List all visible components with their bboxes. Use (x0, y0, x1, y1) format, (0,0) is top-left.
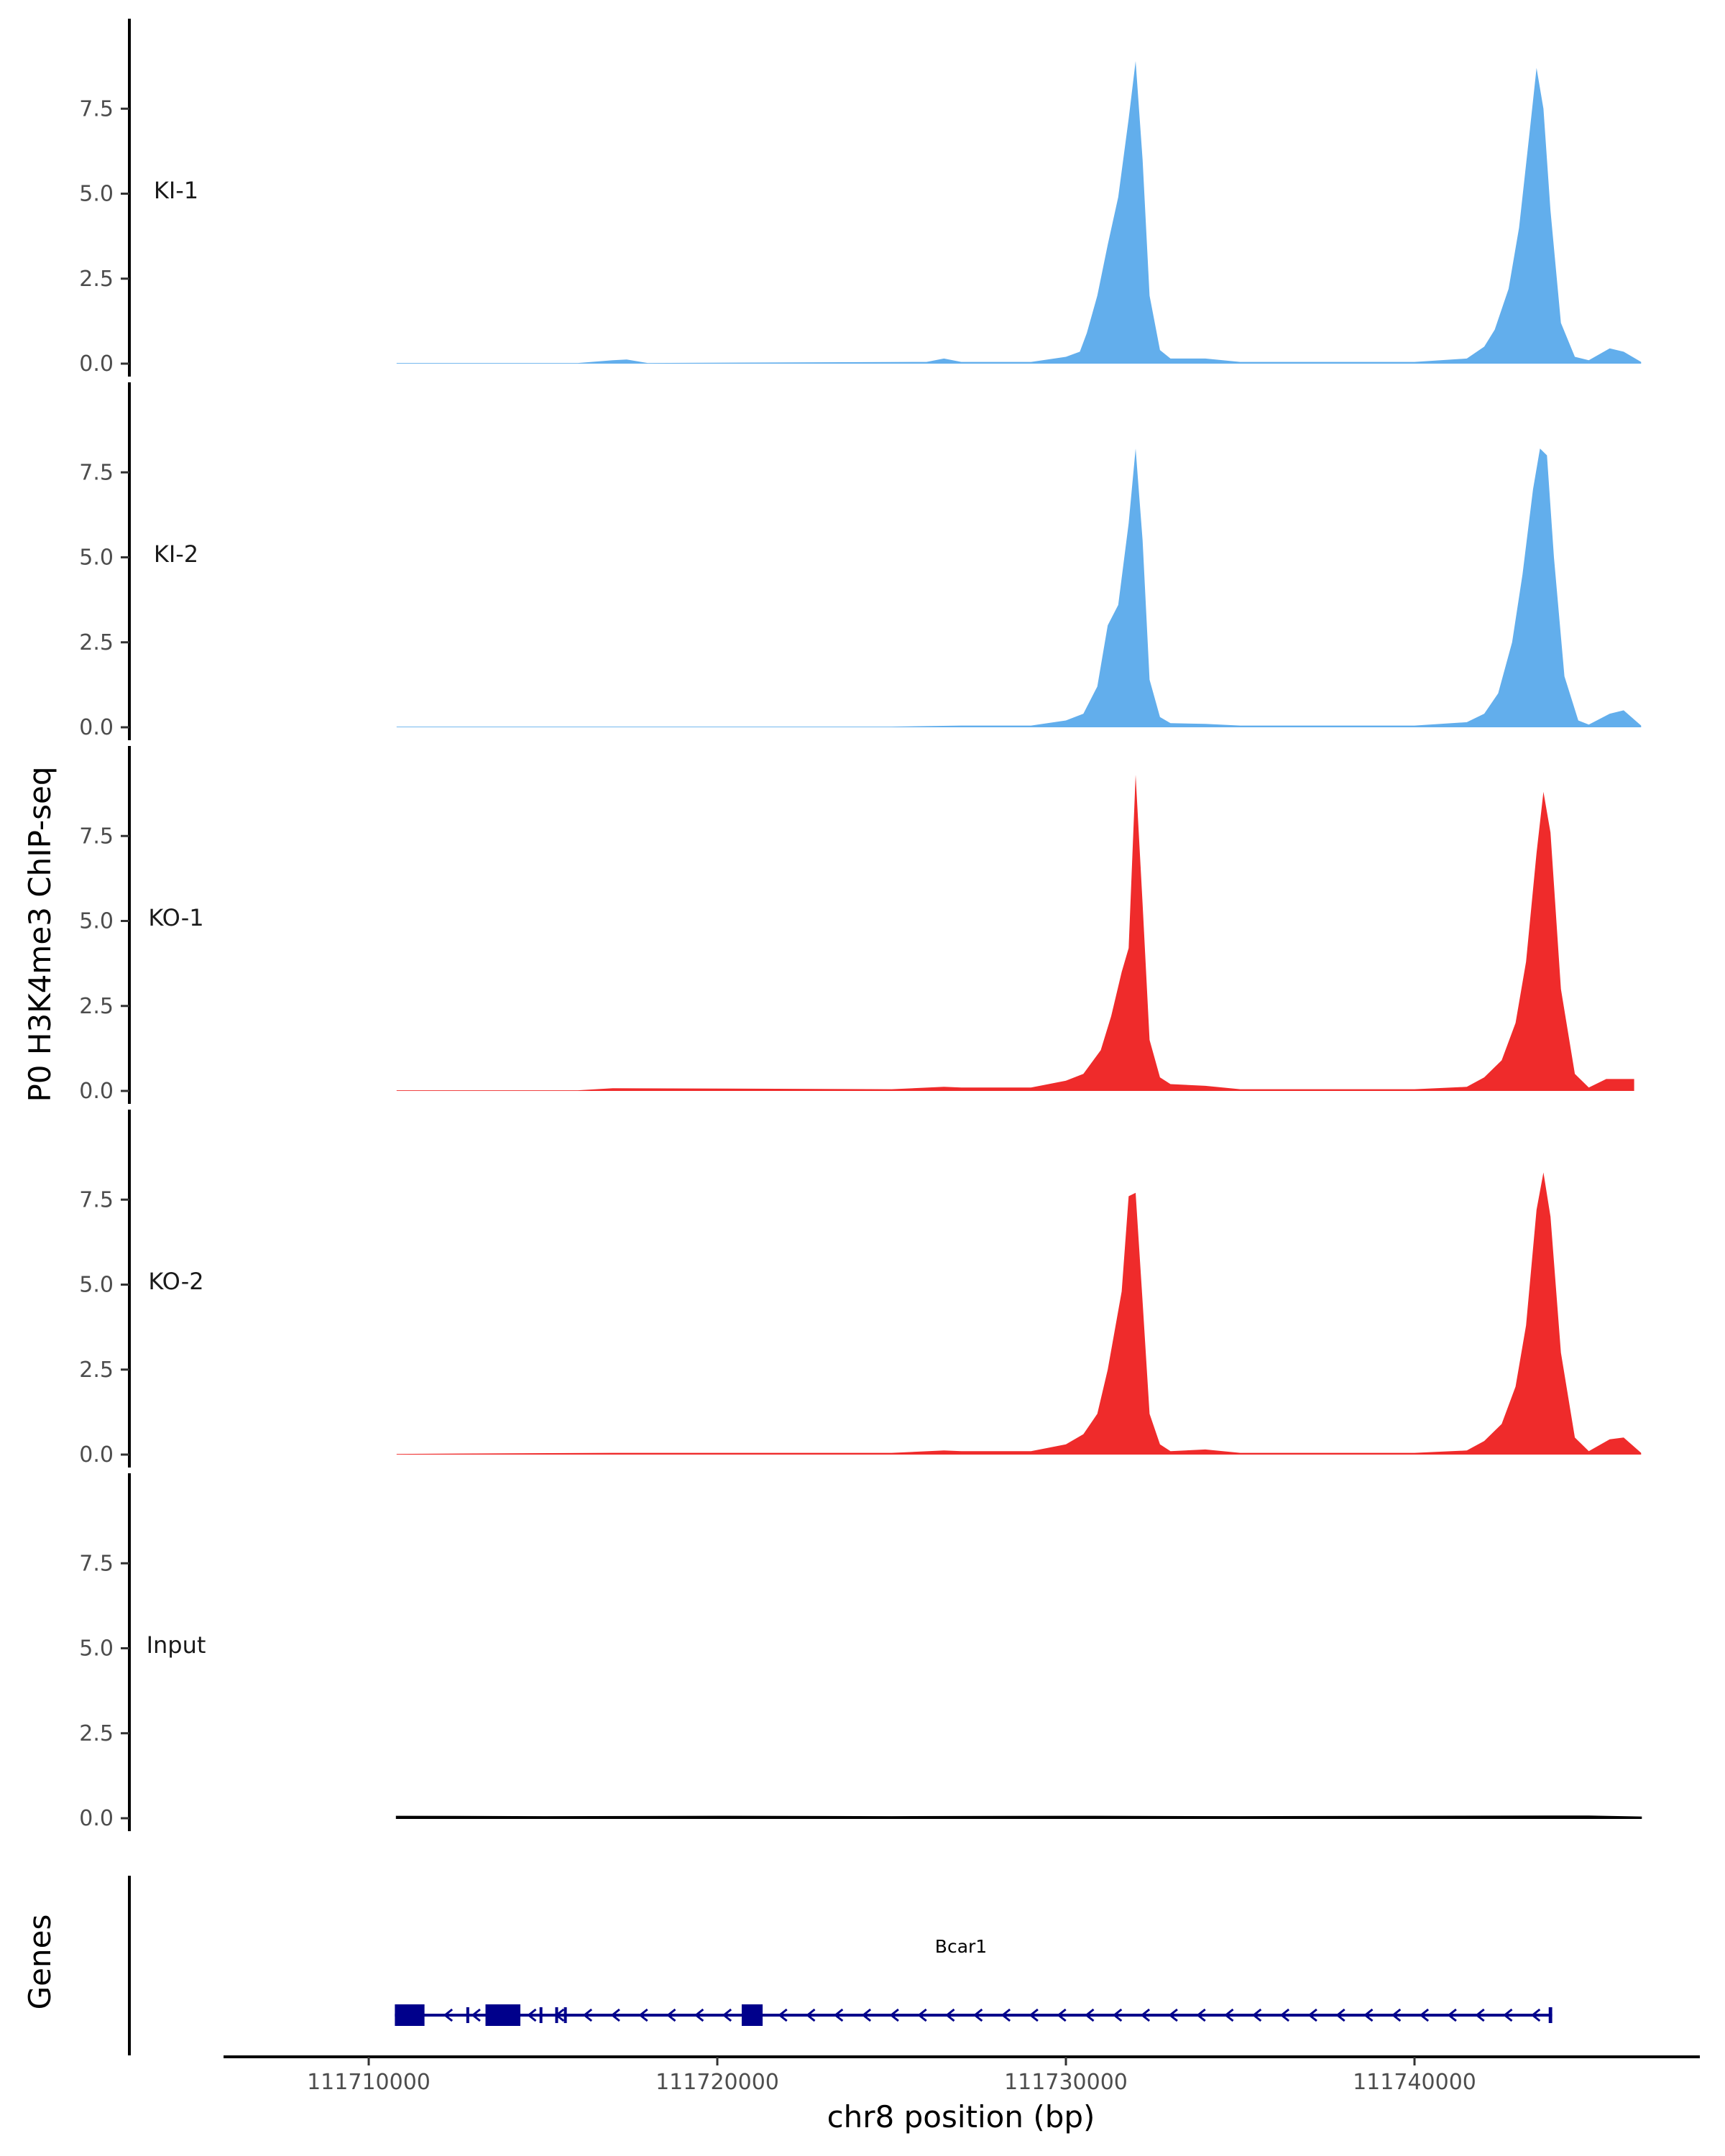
strand-arrow (1196, 2008, 1206, 2022)
y-tick-label: 7.5 (79, 1187, 114, 1212)
y-tick-label: 7.5 (79, 824, 114, 849)
y-tick-label: 2.5 (79, 267, 114, 292)
strand-arrow (1085, 2008, 1095, 2022)
y-axis-title: P0 H3K4me3 ChIP-seq (22, 766, 58, 1102)
y-tick-label: 7.5 (79, 1551, 114, 1576)
strand-arrow (582, 2008, 593, 2022)
tracks: 0.0 2.5 5.0 7.5 KI-1 0.0 2.5 5.0 7.5 KI-2 0.0 2.5 5.… (79, 19, 1642, 1831)
strand-arrow (1335, 2008, 1346, 2022)
strand-arrow (1140, 2008, 1151, 2022)
strand-arrow (638, 2008, 648, 2022)
track-label: KI-1 (154, 177, 198, 204)
y-tick-label: 2.5 (79, 1721, 114, 1746)
strand-arrow (806, 2008, 816, 2022)
gene-exon (1548, 2007, 1552, 2023)
strand-arrow (527, 2008, 537, 2022)
track-KO-1: 0.0 2.5 5.0 7.5 KO-1 (79, 746, 1634, 1104)
x-tick-label: 111740000 (1353, 2070, 1476, 2095)
track-KO-2: 0.0 2.5 5.0 7.5 KO-2 (79, 1110, 1642, 1468)
y-tick-label: 5.0 (79, 1636, 114, 1662)
track-KI-1: 0.0 2.5 5.0 7.5 KI-1 (79, 19, 1642, 377)
track-label: KO-1 (148, 904, 203, 931)
y-tick-label: 0.0 (79, 1442, 114, 1468)
y-tick-label: 2.5 (79, 630, 114, 655)
gene-exon (741, 2004, 763, 2026)
y-tick-label: 0.0 (79, 1806, 114, 1831)
signal-area (396, 61, 1642, 364)
x-tick-label: 111720000 (656, 2070, 779, 2095)
strand-arrow (945, 2008, 955, 2022)
track-KI-2: 0.0 2.5 5.0 7.5 KI-2 (79, 382, 1642, 740)
strand-arrow (1503, 2008, 1513, 2022)
strand-arrow (1224, 2008, 1234, 2022)
signal-area (396, 775, 1634, 1091)
strand-arrow (1112, 2008, 1123, 2022)
y-tick-label: 7.5 (79, 460, 114, 485)
strand-arrow (471, 2008, 481, 2022)
strand-arrow (861, 2008, 872, 2022)
strand-arrow (1000, 2008, 1011, 2022)
gene-name-label: Bcar1 (935, 1936, 987, 1957)
strand-arrow (722, 2008, 732, 2022)
strand-arrow (833, 2008, 844, 2022)
gene-exon (539, 2007, 543, 2023)
signal-area (395, 1815, 1642, 1819)
strand-arrow (1475, 2008, 1485, 2022)
y-tick-label: 0.0 (79, 715, 114, 740)
strand-arrow (1447, 2008, 1457, 2022)
gene-track-title: Genes (22, 1915, 58, 2010)
track-label: Input (147, 1631, 206, 1659)
x-tick-label: 111710000 (307, 2070, 431, 2095)
strand-arrow (1363, 2008, 1374, 2022)
strand-arrow (917, 2008, 927, 2022)
strand-arrow (972, 2008, 983, 2022)
strand-arrow (666, 2008, 676, 2022)
gene-exon (564, 2007, 567, 2023)
y-tick-label: 7.5 (79, 96, 114, 121)
strand-arrow (1057, 2008, 1067, 2022)
track-Input: 0.0 2.5 5.0 7.5 Input (79, 1473, 1642, 1831)
strand-arrow (889, 2008, 899, 2022)
gene-exon (555, 2007, 558, 2023)
y-tick-label: 0.0 (79, 351, 114, 377)
y-tick-label: 5.0 (79, 909, 114, 934)
strand-arrow (610, 2008, 620, 2022)
x-axis: 111710000 111720000 111730000 111740000 (224, 2055, 1700, 2095)
x-axis-title: chr8 position (bp) (827, 2099, 1095, 2134)
strand-arrow (1279, 2008, 1290, 2022)
strand-arrow (1419, 2008, 1430, 2022)
y-tick-label: 0.0 (79, 1079, 114, 1104)
strand-arrow (1251, 2008, 1262, 2022)
strand-arrow (1029, 2008, 1039, 2022)
gene-exon (466, 2007, 469, 2023)
strand-arrow (443, 2008, 454, 2022)
gene-exon (485, 2004, 520, 2026)
y-tick-label: 5.0 (79, 1273, 114, 1298)
strand-arrow (1530, 2008, 1541, 2022)
gene-track: Bcar1 (128, 1876, 1552, 2055)
strand-arrow (694, 2008, 704, 2022)
strand-arrow (778, 2008, 788, 2022)
track-label: KI-2 (154, 540, 198, 568)
y-tick-label: 5.0 (79, 182, 114, 207)
strand-arrow (1391, 2008, 1402, 2022)
track-label: KO-2 (148, 1268, 203, 1295)
gene-exon (395, 2004, 425, 2026)
x-tick-label: 111730000 (1004, 2070, 1128, 2095)
y-tick-label: 2.5 (79, 994, 114, 1019)
signal-area (396, 1172, 1642, 1455)
strand-arrow (1168, 2008, 1178, 2022)
strand-arrow (1307, 2008, 1317, 2022)
y-tick-label: 5.0 (79, 545, 114, 571)
y-tick-label: 2.5 (79, 1358, 114, 1383)
signal-area (396, 448, 1642, 727)
